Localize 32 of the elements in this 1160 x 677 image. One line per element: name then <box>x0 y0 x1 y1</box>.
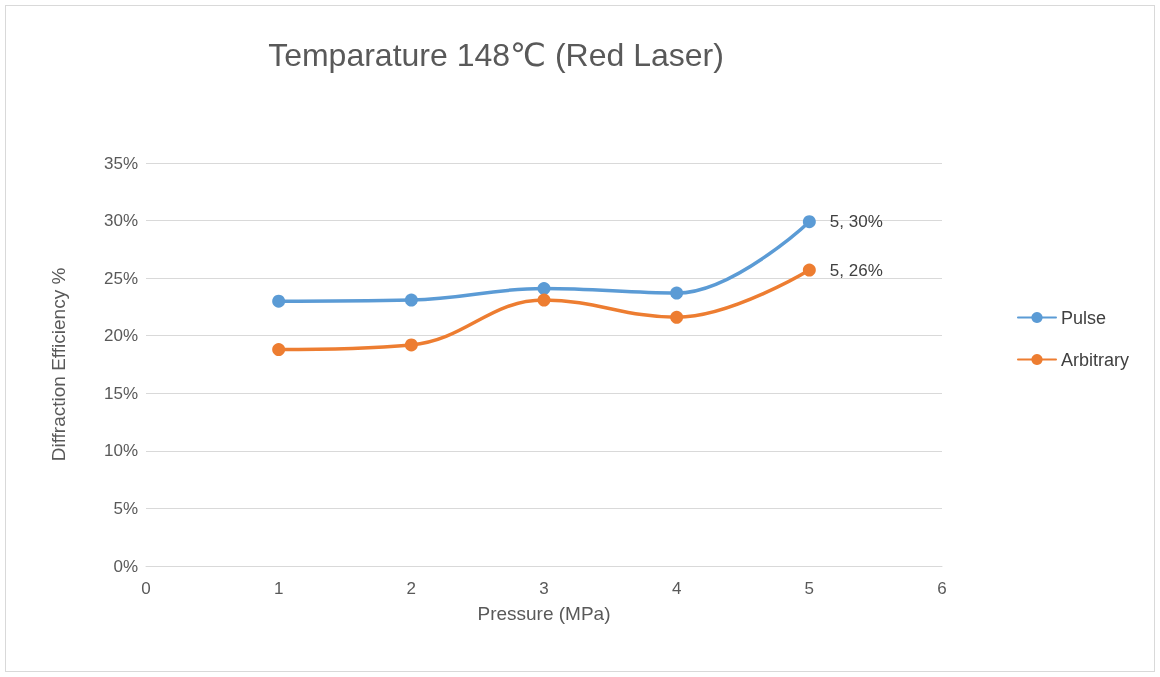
y-tick-label: 15% <box>103 383 138 403</box>
point <box>272 294 286 308</box>
x-axis-title: Pressure (MPa) <box>477 603 611 624</box>
point <box>670 286 684 300</box>
x-tick-label: 6 <box>937 579 947 598</box>
point <box>404 338 418 352</box>
data-label: 5, 30% <box>829 212 883 232</box>
y-tick-label: 35% <box>103 153 138 173</box>
x-tick-label: 0 <box>141 579 151 598</box>
y-tick-label: 10% <box>103 441 138 461</box>
point <box>404 293 418 307</box>
y-tick-label: 30% <box>103 211 138 231</box>
point <box>670 310 684 324</box>
x-tick-label: 2 <box>406 579 417 598</box>
y-axis-title: Diffraction Efficiency % <box>48 267 69 462</box>
chart-title: Temparature 148℃ (Red Laser) <box>268 37 724 73</box>
point <box>802 263 816 277</box>
x-tick-label: 1 <box>273 579 284 598</box>
point <box>802 215 816 229</box>
x-tick-label: 3 <box>539 579 549 598</box>
legend-label: Arbitrary <box>1060 349 1130 370</box>
point <box>272 343 286 357</box>
legend-label: Pulse <box>1060 307 1107 328</box>
y-tick-label: 5% <box>113 498 138 518</box>
data-label: 5, 26% <box>829 260 883 280</box>
x-tick-label: 5 <box>804 579 815 598</box>
y-tick-label: 25% <box>103 268 138 288</box>
point <box>537 293 551 307</box>
x-tick-label: 4 <box>671 579 682 598</box>
point <box>537 282 551 295</box>
y-tick-label: 20% <box>103 326 138 346</box>
y-tick-label: 0% <box>113 556 138 576</box>
